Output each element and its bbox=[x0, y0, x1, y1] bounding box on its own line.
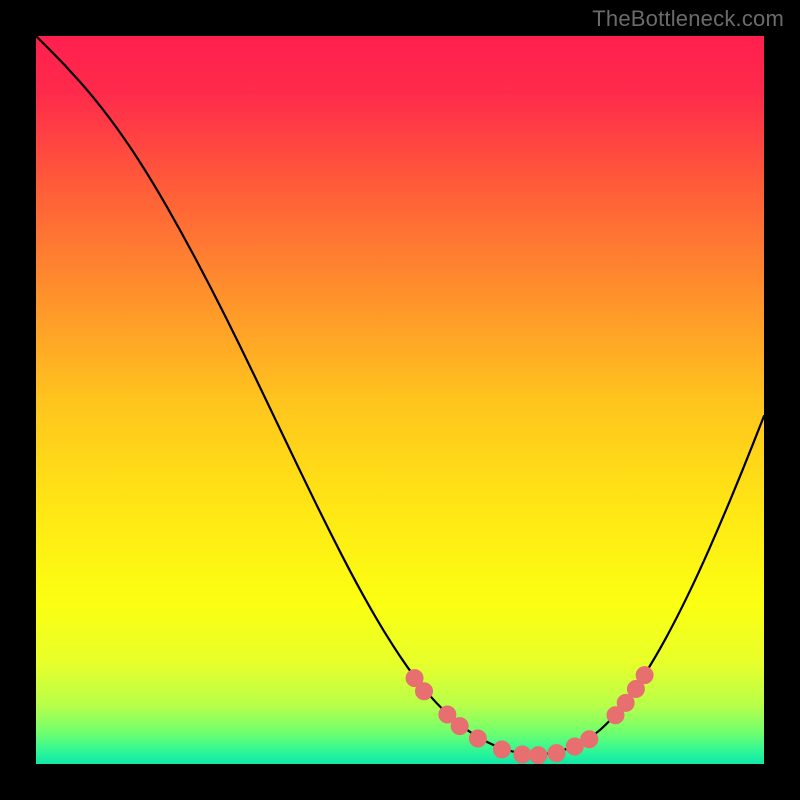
data-marker bbox=[469, 730, 486, 747]
data-marker bbox=[530, 747, 547, 764]
data-marker bbox=[636, 667, 653, 684]
watermark-text: TheBottleneck.com bbox=[592, 6, 784, 32]
data-marker bbox=[548, 745, 565, 762]
data-marker bbox=[451, 718, 468, 735]
data-marker bbox=[493, 741, 510, 758]
plot-svg bbox=[36, 36, 764, 764]
plot-area bbox=[36, 36, 764, 764]
data-marker bbox=[416, 683, 433, 700]
data-marker bbox=[581, 731, 598, 748]
data-marker bbox=[514, 746, 531, 763]
